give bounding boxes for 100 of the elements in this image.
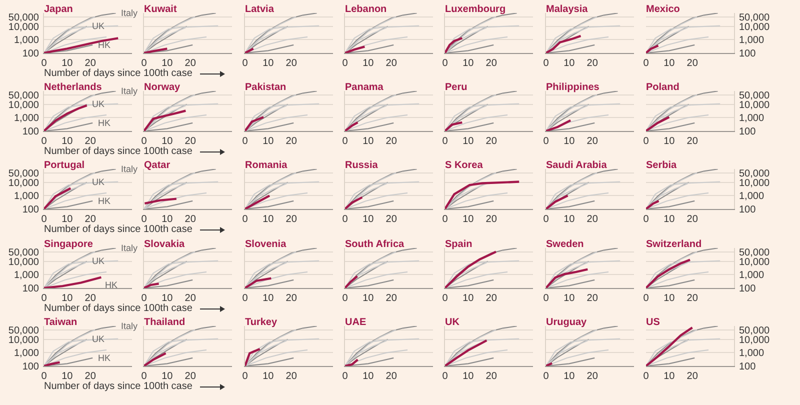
y-tick-label: 10,000 [738, 178, 770, 190]
chart-title: Norway [144, 82, 181, 94]
x-tick-label: 0 [442, 370, 448, 382]
x-tick-label: 10 [362, 58, 374, 69]
x-tick-label: 10 [563, 214, 575, 226]
x-tick-label: 20 [84, 214, 96, 226]
y-tick-label: 100 [738, 48, 756, 60]
x-tick-label: 10 [162, 136, 174, 148]
series-label: HK [98, 352, 111, 363]
x-tick-label: 10 [663, 58, 675, 69]
y-tick-label: 50,000 [738, 90, 770, 102]
chart-title: Saudi Arabia [546, 160, 607, 172]
x-tick-label: 20 [686, 58, 698, 69]
x-tick-label: 10 [663, 214, 675, 226]
series-label: Italy [121, 8, 138, 18]
y-tick-label: 1,000 [738, 113, 764, 124]
series-label: UK [92, 256, 105, 266]
y-tick-label: 10,000 [8, 178, 40, 190]
y-tick-label: 50,000 [738, 12, 770, 24]
x-tick-label: 0 [542, 214, 549, 226]
y-tick-label: 100 [22, 283, 40, 294]
x-tick-label: 20 [185, 292, 197, 304]
chart-title: South Africa [344, 238, 404, 250]
chart-title: Poland [646, 82, 680, 94]
y-tick-label: 50,000 [738, 247, 770, 258]
series-label: Italy [121, 164, 138, 174]
x-tick-label: 10 [162, 370, 174, 382]
x-tick-label: 10 [462, 370, 474, 382]
chart-title: Serbia [646, 160, 677, 172]
x-tick-label: 20 [486, 292, 498, 304]
x-tick-label: 0 [242, 292, 248, 304]
x-tick-label: 10 [262, 58, 274, 69]
x-tick-label: 0 [643, 292, 650, 304]
y-tick-label: 50,000 [8, 90, 40, 102]
y-tick-label: 50,000 [8, 247, 40, 258]
x-tick-label: 0 [442, 214, 448, 226]
chart-title: Spain [445, 238, 472, 250]
chart-title: Switzerland [646, 238, 702, 250]
annotation: HK [105, 280, 118, 290]
y-tick-label: 1,000 [14, 113, 40, 124]
y-tick-label: 10,000 [8, 334, 40, 346]
y-tick-label: 1,000 [14, 35, 40, 46]
chart-title: Luxembourg [445, 4, 506, 15]
series-label: UK [92, 334, 105, 344]
x-tick-label: 20 [285, 292, 297, 304]
chart-title: Uruguay [546, 316, 586, 328]
chart-title: Turkey [244, 316, 278, 328]
y-tick-label: 1,000 [14, 270, 40, 281]
chart-title: Malaysia [546, 4, 588, 15]
x-tick-label: 10 [262, 370, 274, 382]
y-tick-label: 1,000 [738, 192, 764, 203]
x-tick-label: 0 [242, 136, 248, 148]
y-tick-label: 50,000 [738, 168, 770, 180]
x-tick-label: 10 [563, 370, 575, 382]
x-tick-label: 10 [462, 214, 474, 226]
y-tick-label: 1,000 [14, 192, 40, 203]
x-tick-label: 20 [586, 370, 598, 382]
x-tick-label: 20 [285, 214, 297, 226]
chart-title: Qatar [144, 160, 171, 172]
y-tick-label: 1,000 [738, 348, 764, 359]
y-tick-label: 10,000 [738, 100, 770, 112]
x-axis-title: Number of days since 100th case [44, 224, 192, 236]
y-tick-label: 1,000 [14, 348, 40, 359]
x-tick-label: 10 [62, 214, 74, 226]
x-tick-label: 20 [586, 292, 598, 304]
x-tick-label: 0 [442, 136, 448, 148]
x-tick-label: 20 [386, 292, 398, 304]
chart-title: Sweden [546, 238, 584, 250]
chart-title: Latvia [244, 4, 274, 15]
x-tick-label: 20 [386, 214, 398, 226]
chart-title: Philippines [546, 82, 600, 94]
x-tick-label: 0 [242, 58, 248, 69]
x-tick-label: 10 [462, 136, 474, 148]
x-tick-label: 20 [386, 370, 398, 382]
x-axis-title: Number of days since 100th case [44, 380, 192, 393]
series-label: HK [98, 118, 111, 128]
x-axis-title: Number of days since 100th case [44, 68, 192, 80]
x-tick-label: 10 [262, 214, 274, 226]
x-tick-label: 20 [285, 136, 297, 148]
chart-title: UK [445, 316, 460, 328]
chart-title: UAE [344, 316, 366, 328]
chart-title: Pakistan [244, 82, 286, 94]
y-tick-label: 100 [22, 204, 40, 216]
x-tick-label: 20 [586, 214, 598, 226]
x-axis-title: Number of days since 100th case [44, 302, 192, 315]
x-tick-label: 0 [442, 58, 448, 69]
chart-title: Slovenia [244, 238, 286, 250]
x-tick-label: 10 [62, 370, 74, 382]
chart-title: Mexico [646, 4, 680, 15]
chart-title: Japan [44, 4, 73, 15]
y-tick-label: 50,000 [8, 325, 40, 336]
chart-title: Slovakia [144, 238, 186, 250]
series-label: UK [92, 177, 105, 188]
y-tick-label: 100 [738, 361, 756, 372]
x-tick-label: 10 [663, 370, 675, 382]
x-tick-label: 0 [142, 214, 148, 226]
x-tick-label: 0 [442, 292, 448, 304]
x-tick-label: 20 [686, 292, 698, 304]
x-tick-label: 10 [362, 292, 374, 304]
chart-title: Singapore [44, 238, 94, 250]
